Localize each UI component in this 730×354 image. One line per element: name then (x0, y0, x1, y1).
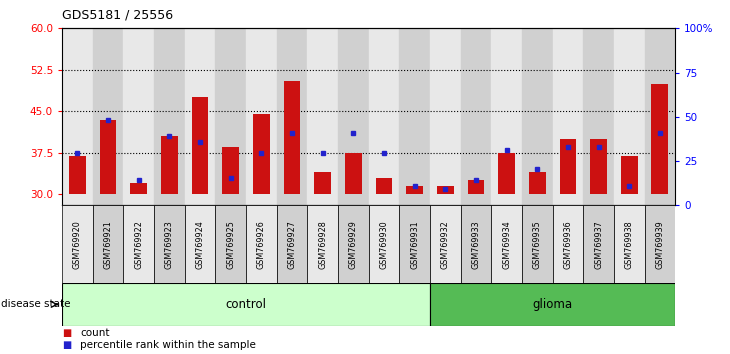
Text: GSM769930: GSM769930 (380, 220, 388, 269)
Bar (62, 28, 93, 205)
Text: GSM769927: GSM769927 (288, 220, 296, 269)
Bar (620, 155, 638, 194)
Bar (246, 205, 277, 283)
Bar (406, 186, 423, 194)
Bar (522, 205, 553, 283)
Text: glioma: glioma (533, 298, 572, 311)
Text: ■: ■ (62, 340, 72, 350)
Text: GSM769931: GSM769931 (410, 220, 419, 269)
Text: GSM769933: GSM769933 (472, 220, 480, 269)
Text: GSM769937: GSM769937 (594, 220, 603, 269)
Bar (369, 205, 399, 283)
Bar (645, 28, 675, 205)
Text: GDS5181 / 25556: GDS5181 / 25556 (62, 9, 173, 22)
Bar (338, 205, 369, 283)
Bar (522, 28, 553, 205)
Bar (467, 181, 485, 194)
Bar (553, 205, 583, 283)
Bar (277, 205, 307, 283)
Bar (399, 205, 430, 283)
Bar (553, 28, 583, 205)
Text: GSM769935: GSM769935 (533, 220, 542, 269)
Text: GSM769932: GSM769932 (441, 220, 450, 269)
Text: GSM769939: GSM769939 (656, 220, 664, 269)
Bar (215, 205, 246, 283)
Bar (529, 172, 546, 194)
Bar (645, 205, 675, 283)
Bar (338, 28, 369, 205)
Bar (369, 28, 399, 205)
Bar (614, 28, 645, 205)
Bar (375, 178, 393, 194)
Bar (399, 28, 430, 205)
Bar (62, 205, 93, 283)
Text: GSM769926: GSM769926 (257, 220, 266, 269)
Bar (93, 205, 123, 283)
Bar (614, 205, 645, 283)
Bar (283, 81, 301, 194)
Bar (191, 97, 209, 194)
Bar (559, 139, 577, 194)
Bar (491, 28, 522, 205)
Bar (99, 120, 117, 194)
Bar (461, 205, 491, 283)
Bar (161, 136, 178, 194)
Text: GSM769936: GSM769936 (564, 220, 572, 269)
Bar (437, 186, 454, 194)
Bar (154, 28, 185, 205)
Text: GSM769938: GSM769938 (625, 220, 634, 269)
Bar (130, 183, 147, 194)
Bar (253, 114, 270, 194)
Text: GSM769923: GSM769923 (165, 220, 174, 269)
Bar (62, 283, 430, 326)
Bar (461, 28, 491, 205)
Bar (307, 205, 338, 283)
Bar (123, 28, 154, 205)
Text: GSM769928: GSM769928 (318, 220, 327, 269)
Bar (651, 84, 669, 194)
Text: disease state: disease state (1, 299, 70, 309)
Bar (345, 153, 362, 194)
Text: percentile rank within the sample: percentile rank within the sample (80, 340, 256, 350)
Bar (491, 205, 522, 283)
Text: GSM769925: GSM769925 (226, 220, 235, 269)
Bar (430, 205, 461, 283)
Text: GSM769929: GSM769929 (349, 220, 358, 269)
Bar (154, 205, 185, 283)
Text: GSM769934: GSM769934 (502, 220, 511, 269)
Bar (314, 172, 331, 194)
Bar (590, 139, 607, 194)
Bar (222, 147, 239, 194)
Bar (430, 283, 675, 326)
Bar (93, 28, 123, 205)
Text: control: control (226, 298, 266, 311)
Bar (583, 28, 614, 205)
Text: GSM769920: GSM769920 (73, 220, 82, 269)
Bar (498, 153, 515, 194)
Text: GSM769921: GSM769921 (104, 220, 112, 269)
Bar (430, 28, 461, 205)
Bar (246, 28, 277, 205)
Text: ■: ■ (62, 328, 72, 338)
Bar (277, 28, 307, 205)
Text: GSM769922: GSM769922 (134, 220, 143, 269)
Bar (69, 155, 86, 194)
Text: count: count (80, 328, 110, 338)
Bar (215, 28, 246, 205)
Bar (123, 205, 154, 283)
Bar (185, 205, 215, 283)
Text: GSM769924: GSM769924 (196, 220, 204, 269)
Bar (185, 28, 215, 205)
Bar (307, 28, 338, 205)
Bar (583, 205, 614, 283)
